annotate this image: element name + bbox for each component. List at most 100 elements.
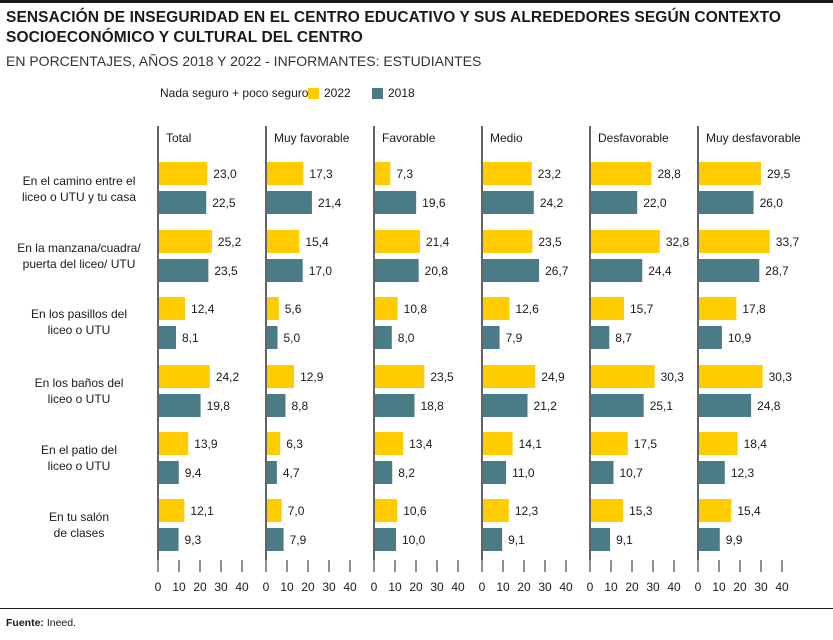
data-label-2022-muy-desfavorable-r3: 30,3 [769, 370, 793, 384]
data-label-2022-total-r5: 12,1 [190, 504, 214, 518]
bar-2022-medio-r0 [483, 162, 532, 185]
data-label-2018-muy-favorable-r0: 21,4 [318, 196, 342, 210]
bar-2018-favorable-r2 [375, 326, 392, 349]
x-tick-label-desfavorable-40: 40 [667, 580, 681, 594]
row-label-line: liceo o UTU [47, 323, 111, 337]
data-label-2022-medio-r2: 12,6 [515, 302, 539, 316]
data-label-2018-total-r5: 9,3 [185, 533, 202, 547]
bar-2018-medio-r0 [483, 191, 534, 214]
legend-text-2018: 2018 [388, 86, 415, 100]
row-label-pasillos: En los pasillos del liceo o UTU [4, 306, 154, 338]
data-label-2018-medio-r3: 21,2 [534, 399, 558, 413]
x-tick-label-total-40: 40 [235, 580, 249, 594]
row-label-line: En tu salón [48, 510, 110, 524]
data-label-2018-muy-desfavorable-r2: 10,9 [728, 331, 752, 345]
row-label-line: de clases [53, 526, 105, 540]
data-label-2018-favorable-r4: 8,2 [398, 466, 415, 480]
data-label-2018-favorable-r0: 19,6 [422, 196, 446, 210]
bar-2018-desfavorable-r0 [591, 191, 638, 214]
legend-swatch-2018 [372, 88, 383, 99]
bar-2022-desfavorable-r1 [591, 230, 660, 253]
bar-2022-desfavorable-r0 [591, 162, 652, 185]
bar-2018-muy-favorable-r0 [267, 191, 312, 214]
bar-2018-muy-favorable-r1 [267, 259, 303, 282]
row-label-line: En los pasillos del [30, 307, 128, 321]
data-label-2018-muy-desfavorable-r5: 9,9 [726, 533, 743, 547]
data-label-2022-muy-desfavorable-r5: 15,4 [737, 504, 761, 518]
row-label-manzana: En la manzana/cuadra/ puerta del liceo/ … [4, 240, 154, 272]
bar-2018-medio-r3 [483, 394, 528, 417]
x-tick-label-medio-0: 0 [479, 580, 486, 594]
panel-header-medio: Medio [490, 131, 523, 145]
data-label-2022-total-r4: 13,9 [194, 437, 218, 451]
chart-title: SENSACIÓN DE INSEGURIDAD EN EL CENTRO ED… [6, 9, 782, 46]
bar-2022-desfavorable-r3 [591, 365, 655, 388]
bar-2018-muy-desfavorable-r2 [699, 326, 722, 349]
data-label-2022-favorable-r0: 7,3 [396, 167, 413, 181]
data-label-2022-muy-favorable-r1: 15,4 [305, 235, 329, 249]
data-label-2018-total-r4: 9,4 [185, 466, 202, 480]
bar-2018-favorable-r0 [375, 191, 417, 214]
bar-2018-total-r1 [159, 259, 209, 282]
bar-2018-desfavorable-r4 [591, 461, 614, 484]
bar-2018-muy-favorable-r2 [267, 326, 278, 349]
bar-2018-medio-r2 [483, 326, 500, 349]
data-label-2022-medio-r3: 24,9 [541, 370, 565, 384]
data-label-2018-favorable-r2: 8,0 [398, 331, 415, 345]
x-tick-label-favorable-40: 40 [451, 580, 465, 594]
bottom-rule [0, 608, 833, 609]
data-label-2018-muy-desfavorable-r3: 24,8 [757, 399, 781, 413]
bar-2022-muy-desfavorable-r0 [699, 162, 761, 185]
data-label-2018-total-r2: 8,1 [182, 331, 199, 345]
bar-2018-muy-favorable-r5 [267, 528, 284, 551]
x-tick-label-muy-favorable-20: 20 [301, 580, 315, 594]
top-rule [0, 0, 833, 3]
data-label-2022-medio-r0: 23,2 [538, 167, 562, 181]
x-tick-label-total-0: 0 [155, 580, 162, 594]
data-label-2018-total-r3: 19,8 [207, 399, 231, 413]
data-label-2018-muy-favorable-r2: 5,0 [284, 331, 301, 345]
data-label-2022-total-r1: 25,2 [218, 235, 242, 249]
data-label-2018-total-r0: 22,5 [212, 196, 236, 210]
row-label-salon: En tu salón de clases [4, 509, 154, 541]
bar-2022-muy-favorable-r0 [267, 162, 304, 185]
bar-2022-desfavorable-r5 [591, 499, 624, 522]
bar-2022-medio-r4 [483, 432, 513, 455]
x-tick-label-muy-desfavorable-20: 20 [733, 580, 747, 594]
data-label-2018-desfavorable-r0: 22,0 [643, 196, 667, 210]
data-label-2018-desfavorable-r3: 25,1 [650, 399, 674, 413]
bar-2018-muy-desfavorable-r3 [699, 394, 752, 417]
row-label-line: En el patio del [40, 443, 118, 457]
data-label-2018-desfavorable-r2: 8,7 [615, 331, 632, 345]
bar-2018-muy-favorable-r4 [267, 461, 277, 484]
bar-2018-favorable-r4 [375, 461, 393, 484]
bar-2022-total-r5 [159, 499, 185, 522]
bar-2018-medio-r4 [483, 461, 507, 484]
data-label-2018-medio-r5: 9,1 [508, 533, 525, 547]
source-text: Ineed. [43, 617, 77, 629]
data-label-2018-desfavorable-r4: 10,7 [619, 466, 643, 480]
bar-2018-desfavorable-r5 [591, 528, 611, 551]
x-tick-label-favorable-30: 30 [430, 580, 444, 594]
bar-2018-muy-desfavorable-r0 [699, 191, 754, 214]
data-label-2018-muy-favorable-r3: 8,8 [291, 399, 308, 413]
data-label-2022-total-r2: 12,4 [191, 302, 215, 316]
data-label-2018-muy-favorable-r1: 17,0 [309, 264, 333, 278]
bar-2018-desfavorable-r2 [591, 326, 610, 349]
bar-2018-desfavorable-r1 [591, 259, 643, 282]
data-label-2022-muy-favorable-r0: 17,3 [309, 167, 333, 181]
data-label-2018-medio-r1: 26,7 [545, 264, 569, 278]
row-label-line: En la manzana/cuadra/ [17, 241, 141, 255]
data-label-2022-favorable-r4: 13,4 [409, 437, 433, 451]
data-label-2022-favorable-r5: 10,6 [403, 504, 427, 518]
data-label-2018-favorable-r3: 18,8 [420, 399, 444, 413]
x-tick-label-medio-10: 10 [496, 580, 510, 594]
bar-2022-favorable-r0 [375, 162, 391, 185]
data-label-2018-desfavorable-r1: 24,4 [648, 264, 672, 278]
data-label-2018-desfavorable-r5: 9,1 [616, 533, 633, 547]
data-label-2022-desfavorable-r1: 32,8 [666, 235, 690, 249]
bar-2022-muy-desfavorable-r1 [699, 230, 770, 253]
bar-2022-muy-favorable-r5 [267, 499, 282, 522]
panel-header-desfavorable: Desfavorable [598, 131, 669, 145]
x-tick-label-muy-favorable-10: 10 [280, 580, 294, 594]
